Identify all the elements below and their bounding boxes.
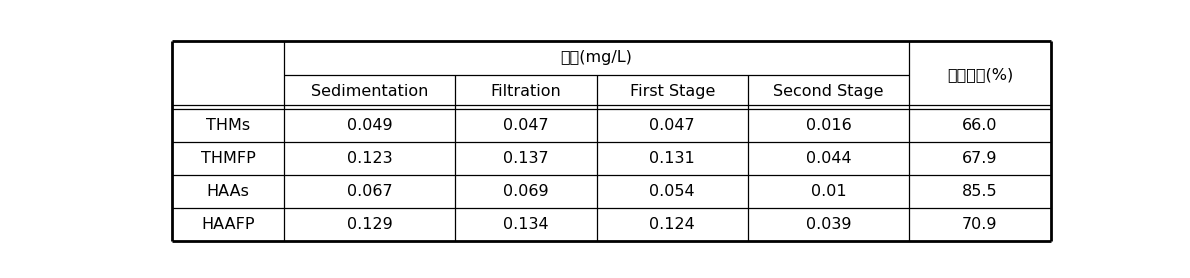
Text: 0.039: 0.039 (806, 217, 851, 232)
Text: 0.044: 0.044 (806, 151, 851, 166)
Text: 67.9: 67.9 (963, 151, 997, 166)
Text: 85.5: 85.5 (962, 184, 997, 199)
Text: Sedimentation: Sedimentation (311, 85, 428, 100)
Text: 농도(mg/L): 농도(mg/L) (560, 50, 633, 65)
Text: THMFP: THMFP (201, 151, 256, 166)
Text: 0.067: 0.067 (346, 184, 393, 199)
Text: Second Stage: Second Stage (774, 85, 884, 100)
Text: 0.129: 0.129 (346, 217, 393, 232)
Text: 0.047: 0.047 (503, 118, 549, 133)
Text: 0.131: 0.131 (650, 151, 695, 166)
Text: 효율향상(%): 효율향상(%) (947, 67, 1013, 82)
Text: 66.0: 66.0 (963, 118, 997, 133)
Text: Filtration: Filtration (490, 85, 562, 100)
Text: THMs: THMs (206, 118, 250, 133)
Text: 0.123: 0.123 (346, 151, 393, 166)
Text: 0.01: 0.01 (810, 184, 846, 199)
Text: 0.049: 0.049 (346, 118, 393, 133)
Text: First Stage: First Stage (630, 85, 715, 100)
Text: 0.137: 0.137 (503, 151, 549, 166)
Text: 70.9: 70.9 (963, 217, 997, 232)
Text: HAAs: HAAs (207, 184, 250, 199)
Text: 0.069: 0.069 (503, 184, 549, 199)
Text: 0.124: 0.124 (650, 217, 695, 232)
Text: 0.047: 0.047 (650, 118, 695, 133)
Text: 0.134: 0.134 (503, 217, 549, 232)
Text: 0.054: 0.054 (650, 184, 695, 199)
Text: HAAFP: HAAFP (201, 217, 255, 232)
Text: 0.016: 0.016 (806, 118, 851, 133)
